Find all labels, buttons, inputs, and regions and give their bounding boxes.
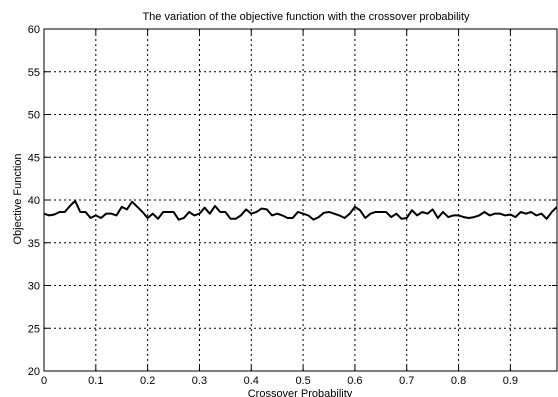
y-tick-label: 45 xyxy=(28,152,40,164)
x-tick-label: 0.5 xyxy=(295,375,310,387)
x-tick-label: 0.8 xyxy=(451,375,466,387)
y-tick-label: 40 xyxy=(28,195,40,207)
x-tick-label: 0.2 xyxy=(140,375,155,387)
x-tick-label: 0 xyxy=(41,375,47,387)
x-axis-label: Crossover Probability xyxy=(248,388,353,397)
grid-lines xyxy=(44,29,557,371)
y-tick-label: 30 xyxy=(28,281,40,293)
x-tick-label: 0.4 xyxy=(244,375,259,387)
y-tick-label: 55 xyxy=(28,67,40,79)
axis-ticks xyxy=(43,28,557,372)
series-line xyxy=(43,199,558,221)
y-tick-label: 60 xyxy=(28,24,40,36)
chart-title: The variation of the objective function … xyxy=(142,11,470,23)
y-tick-labels: 20 25 30 35 40 45 50 55 60 xyxy=(28,24,40,378)
y-axis-label: Objective Function xyxy=(12,153,24,244)
x-tick-labels: 0 0.1 0.2 0.3 0.4 0.5 0.6 0.7 0.8 0.9 xyxy=(41,375,518,387)
x-tick-label: 0.9 xyxy=(503,375,518,387)
y-tick-label: 20 xyxy=(28,366,40,378)
y-tick-label: 35 xyxy=(28,238,40,250)
y-tick-label: 50 xyxy=(28,110,40,122)
x-tick-label: 0.3 xyxy=(192,375,207,387)
y-tick-label: 25 xyxy=(28,323,40,335)
x-tick-label: 0.7 xyxy=(399,375,414,387)
x-tick-label: 0.6 xyxy=(347,375,362,387)
x-tick-label: 0.1 xyxy=(88,375,103,387)
